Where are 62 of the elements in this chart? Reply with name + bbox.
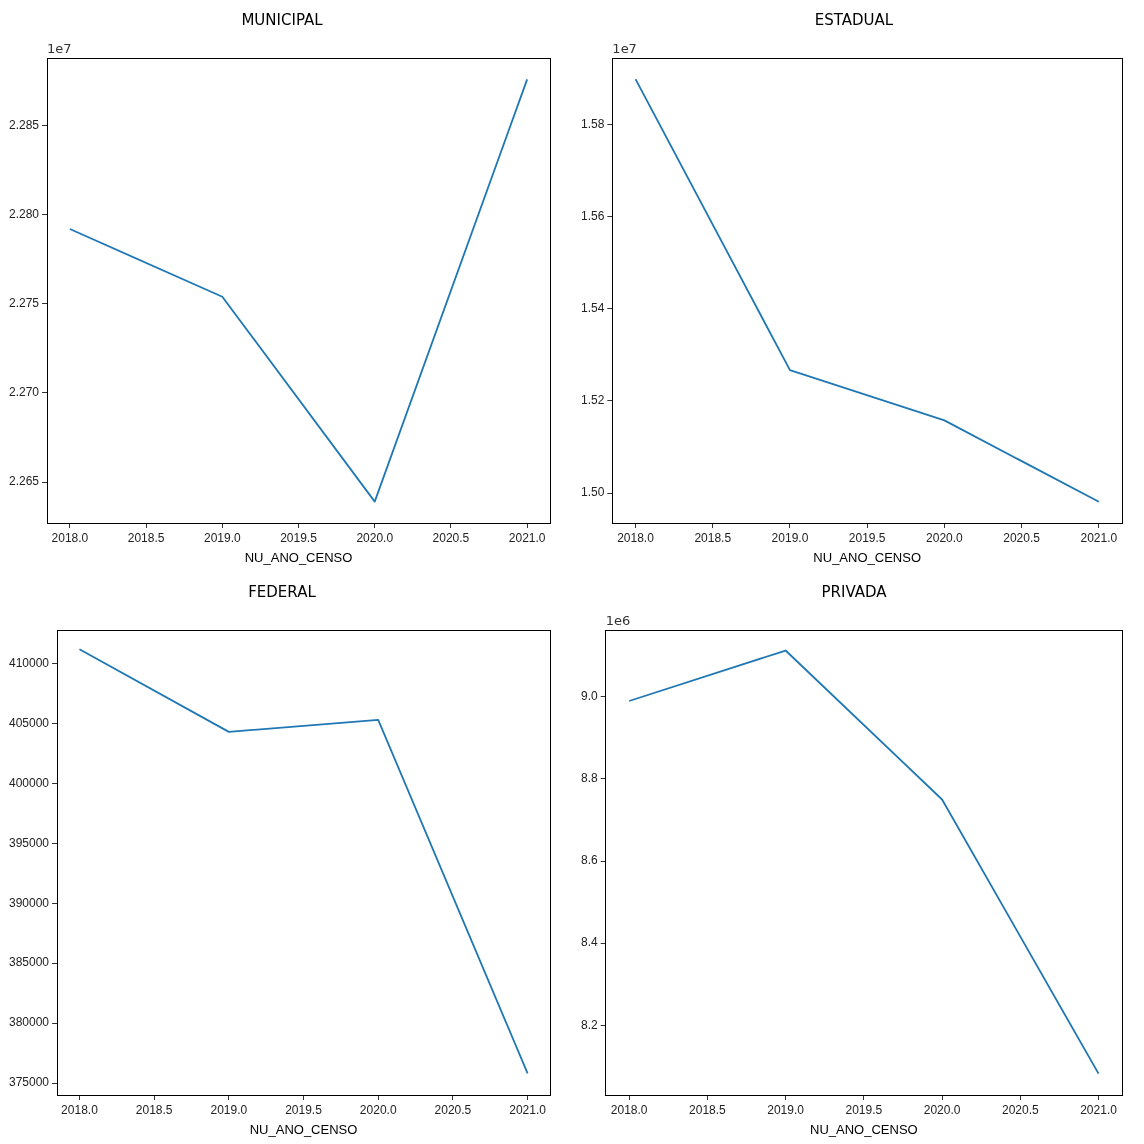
chart-title: PRIVADA: [821, 582, 888, 601]
y-tick-label: 2.280: [9, 207, 40, 222]
y-tick-label: 2.270: [9, 385, 40, 400]
chart-title: FEDERAL: [248, 582, 317, 601]
text: 1e7: [47, 40, 72, 56]
x-tick-label: 2019.0: [210, 1102, 248, 1117]
x-tick-label: 2019.0: [767, 1102, 805, 1117]
x-axis-title: NU_ANO_CENSO: [244, 549, 353, 565]
y-tick-label: 2.265: [9, 474, 40, 489]
x-tick-label: 2021.0: [508, 530, 546, 545]
chart-title: MUNICIPAL: [241, 10, 324, 29]
y-tick-label: 1.58: [581, 117, 605, 132]
text: 1e7: [612, 40, 637, 56]
y-tick-label: 8.8: [580, 771, 598, 786]
x-tick-label: 2019.5: [848, 530, 886, 545]
x-tick-label: 2020.0: [923, 1102, 961, 1117]
x-tick-label: 2018.0: [610, 1102, 648, 1117]
x-tick-label: 2021.0: [509, 1102, 547, 1117]
x-tick-label: 2018.5: [694, 530, 732, 545]
x-tick-label: 2021.0: [1080, 1102, 1118, 1117]
x-tick-label: 2020.5: [1003, 530, 1041, 545]
x-tick-label: 2019.0: [203, 530, 241, 545]
x-tick-label: 2020.5: [432, 530, 470, 545]
y-tick-label: 1.54: [581, 301, 605, 316]
x-tick-label: 2020.0: [926, 530, 964, 545]
y-tick-label: 405000: [9, 715, 50, 730]
y-tick-label: 395000: [9, 835, 50, 850]
x-axis-title: NU_ANO_CENSO: [813, 549, 921, 565]
x-tick-label: 2018.5: [689, 1102, 727, 1117]
x-tick-label: 2019.0: [771, 530, 809, 545]
x-tick-label: 2019.5: [285, 1102, 323, 1117]
y-tick-label: 400000: [9, 775, 50, 790]
x-axis-title: NU_ANO_CENSO: [249, 1121, 358, 1137]
x-tick-label: 2020.5: [434, 1102, 472, 1117]
y-tick-label: 1.52: [581, 393, 605, 408]
chart-title: ESTADUAL: [814, 10, 894, 29]
y-tick-label: 2.285: [9, 118, 40, 133]
y-tick-label: 2.275: [9, 296, 40, 311]
x-tick-label: 2018.5: [127, 530, 165, 545]
x-tick-label: 2018.0: [51, 530, 89, 545]
text: 1e6: [605, 612, 631, 628]
x-tick-label: 2019.5: [845, 1102, 883, 1117]
x-tick-label: 2020.5: [1001, 1102, 1039, 1117]
x-tick-label: 2021.0: [1080, 530, 1118, 545]
x-tick-label: 2018.5: [135, 1102, 173, 1117]
y-tick-label: 9.0: [580, 689, 598, 704]
x-tick-label: 2019.5: [280, 530, 318, 545]
y-tick-label: 8.2: [580, 1017, 598, 1032]
y-tick-label: 1.50: [581, 485, 605, 500]
y-tick-label: 8.4: [580, 935, 598, 950]
y-tick-label: 1.56: [581, 209, 605, 224]
x-tick-label: 2020.0: [356, 530, 394, 545]
y-tick-label: 385000: [9, 955, 50, 970]
y-tick-label: 380000: [9, 1015, 50, 1030]
y-tick-label: 410000: [9, 655, 50, 670]
x-axis-title: NU_ANO_CENSO: [810, 1121, 918, 1137]
y-tick-label: 390000: [9, 895, 50, 910]
y-tick-label: 8.6: [580, 853, 598, 868]
x-tick-label: 2018.0: [61, 1102, 99, 1117]
y-tick-label: 375000: [9, 1075, 50, 1090]
x-tick-label: 2020.0: [359, 1102, 397, 1117]
x-tick-label: 2018.0: [617, 530, 655, 545]
